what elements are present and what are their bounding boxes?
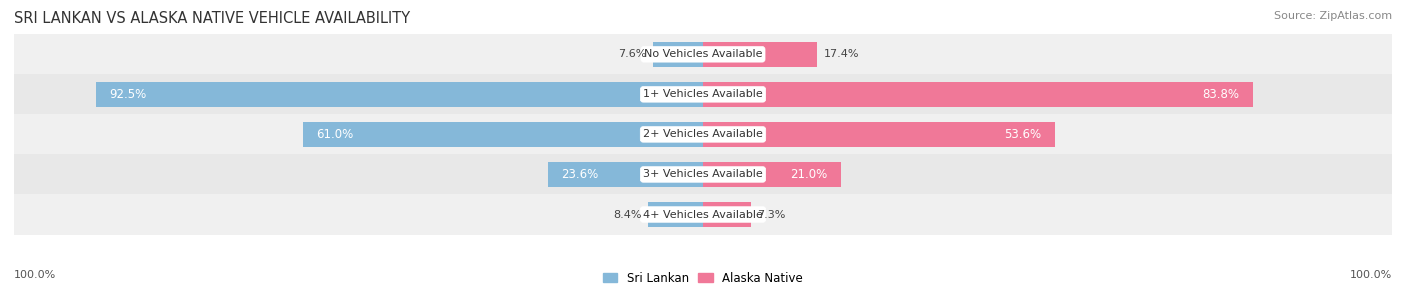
Text: 8.4%: 8.4% (613, 210, 641, 219)
Text: 4+ Vehicles Available: 4+ Vehicles Available (643, 210, 763, 219)
Text: 83.8%: 83.8% (1202, 88, 1240, 101)
Bar (548, 162, 703, 187)
Bar (302, 122, 703, 147)
Bar (703, 162, 841, 187)
Bar (703, 82, 1253, 107)
Legend: Sri Lankan, Alaska Native: Sri Lankan, Alaska Native (603, 272, 803, 285)
Text: 100.0%: 100.0% (1350, 270, 1392, 280)
Text: 53.6%: 53.6% (1004, 128, 1042, 141)
Bar (14, 74, 1392, 114)
Bar (14, 154, 1392, 194)
Text: SRI LANKAN VS ALASKA NATIVE VEHICLE AVAILABILITY: SRI LANKAN VS ALASKA NATIVE VEHICLE AVAI… (14, 11, 411, 26)
Bar (14, 34, 1392, 74)
Text: 100.0%: 100.0% (14, 270, 56, 280)
Text: 1+ Vehicles Available: 1+ Vehicles Available (643, 90, 763, 99)
Bar (703, 202, 751, 227)
Bar (654, 42, 703, 67)
Text: 7.6%: 7.6% (619, 49, 647, 59)
Text: 92.5%: 92.5% (110, 88, 146, 101)
Text: Source: ZipAtlas.com: Source: ZipAtlas.com (1274, 11, 1392, 21)
Text: No Vehicles Available: No Vehicles Available (644, 49, 762, 59)
Text: 61.0%: 61.0% (316, 128, 353, 141)
Bar (96, 82, 703, 107)
Bar (703, 42, 817, 67)
Text: 21.0%: 21.0% (790, 168, 828, 181)
Bar (14, 114, 1392, 154)
Bar (648, 202, 703, 227)
Text: 7.3%: 7.3% (758, 210, 786, 219)
Text: 23.6%: 23.6% (561, 168, 599, 181)
Bar (14, 194, 1392, 235)
Text: 2+ Vehicles Available: 2+ Vehicles Available (643, 130, 763, 139)
Text: 3+ Vehicles Available: 3+ Vehicles Available (643, 170, 763, 179)
Text: 17.4%: 17.4% (824, 49, 859, 59)
Bar (703, 122, 1054, 147)
